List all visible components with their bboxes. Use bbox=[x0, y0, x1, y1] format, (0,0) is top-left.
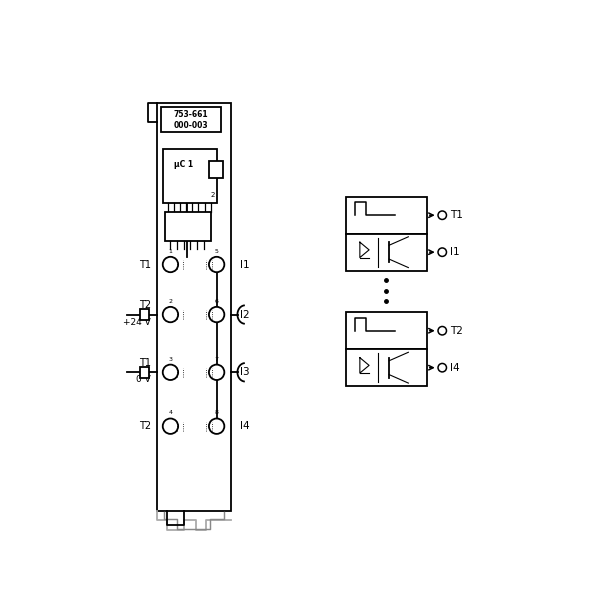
Text: I1: I1 bbox=[240, 259, 250, 269]
Text: 7: 7 bbox=[215, 356, 218, 362]
Bar bbox=[346, 349, 427, 386]
Bar bbox=[157, 103, 230, 511]
Text: 2: 2 bbox=[211, 192, 215, 198]
Text: 5: 5 bbox=[215, 249, 218, 254]
Bar bbox=[346, 197, 427, 233]
Text: T2: T2 bbox=[450, 326, 463, 336]
Text: 8: 8 bbox=[215, 410, 218, 415]
Text: I3: I3 bbox=[240, 367, 250, 377]
Text: I1: I1 bbox=[450, 247, 460, 257]
Text: +24 V: +24 V bbox=[124, 318, 151, 327]
Circle shape bbox=[163, 365, 178, 380]
Text: 3: 3 bbox=[169, 356, 172, 362]
Circle shape bbox=[438, 364, 446, 372]
Text: T2: T2 bbox=[139, 301, 151, 310]
Text: 6: 6 bbox=[215, 299, 218, 304]
Text: I2: I2 bbox=[240, 310, 250, 320]
Text: I4: I4 bbox=[240, 421, 250, 431]
Bar bbox=[140, 367, 149, 377]
Text: T1: T1 bbox=[450, 210, 463, 220]
Text: T2: T2 bbox=[139, 421, 151, 431]
Circle shape bbox=[209, 419, 224, 434]
Text: T1: T1 bbox=[139, 358, 151, 368]
Text: I4: I4 bbox=[450, 362, 460, 373]
Bar bbox=[161, 107, 221, 132]
Bar bbox=[163, 149, 217, 203]
Bar bbox=[346, 234, 427, 271]
Bar bbox=[209, 161, 223, 178]
Circle shape bbox=[438, 211, 446, 220]
Circle shape bbox=[209, 257, 224, 272]
Text: 000-003: 000-003 bbox=[174, 121, 209, 130]
Text: 1: 1 bbox=[169, 249, 172, 254]
Circle shape bbox=[163, 307, 178, 322]
Bar bbox=[140, 309, 149, 320]
Circle shape bbox=[209, 307, 224, 322]
Text: µC 1: µC 1 bbox=[173, 160, 193, 169]
Text: T1: T1 bbox=[139, 259, 151, 269]
Text: 753-661: 753-661 bbox=[174, 110, 209, 119]
Text: 2: 2 bbox=[169, 299, 172, 304]
Text: 4: 4 bbox=[169, 410, 172, 415]
Circle shape bbox=[438, 248, 446, 256]
Bar bbox=[346, 312, 427, 349]
Circle shape bbox=[209, 365, 224, 380]
Text: 0 V: 0 V bbox=[136, 376, 151, 385]
Circle shape bbox=[163, 257, 178, 272]
Circle shape bbox=[163, 419, 178, 434]
Circle shape bbox=[438, 326, 446, 335]
Bar bbox=[165, 212, 211, 241]
